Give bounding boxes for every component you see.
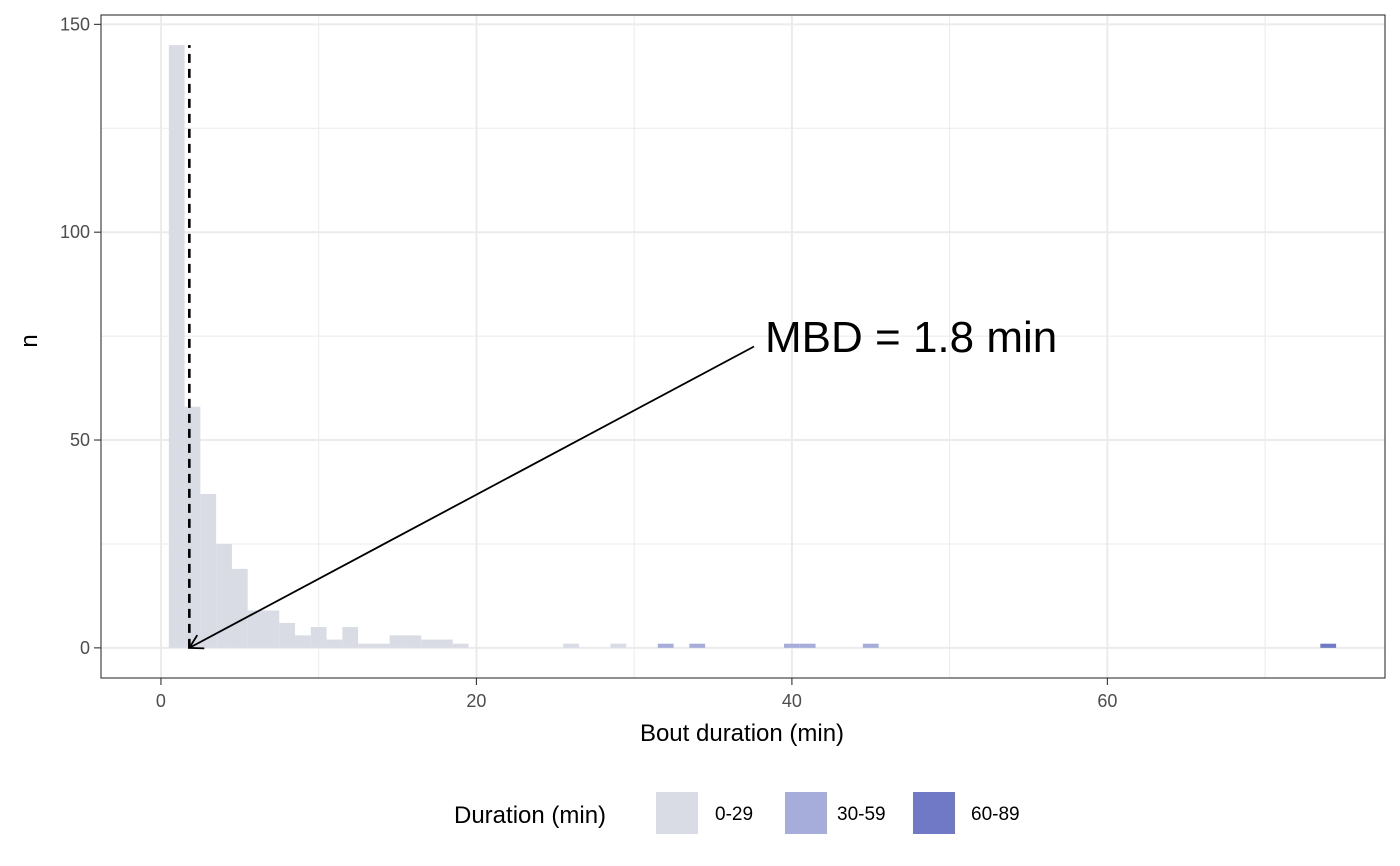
panel-border [100,14,1386,679]
x-tick-label: 20 [466,691,486,711]
legend-label-30-59: 30-59 [837,804,886,825]
x-tick-label: 60 [1097,691,1117,711]
legend-key-30-59 [785,792,827,834]
histogram-bar [657,643,674,648]
histogram-bar [862,643,879,648]
legend-label-0-29: 0-29 [715,804,753,825]
x-tick-label: 40 [782,691,802,711]
histogram-bar [342,627,359,648]
histogram-bar [389,635,406,648]
histogram-bar [295,635,311,648]
histogram-bar [247,610,264,648]
histogram-bar [452,643,469,648]
annotation-arrow-line [188,345,755,649]
y-axis: 0 50 100 150 [60,14,101,658]
legend-label-60-89: 60-89 [971,804,1020,825]
histogram-bar [1320,643,1337,648]
y-axis-title: n [16,334,43,347]
histogram-bar [216,543,232,648]
histogram-bar [784,643,800,648]
histogram-bar [263,610,280,648]
histogram-bar [436,639,453,648]
legend-title: Duration (min) [454,802,606,829]
histogram-bar [168,45,185,648]
histogram-bar [563,643,579,648]
x-axis: 0 20 40 60 [156,678,1117,711]
legend: Duration (min) 0-29 30-59 60-89 [454,792,1020,834]
histogram-bar [405,635,422,648]
histogram-bar [310,627,327,648]
histogram-bar [373,643,390,648]
histogram-bar [689,643,706,648]
annotation-label: MBD = 1.8 min [765,313,1057,362]
histogram-bar [231,568,248,648]
annotation-arrow-head [187,634,205,650]
y-tick-label: 150 [60,14,90,34]
y-tick-label: 0 [80,638,90,658]
histogram-bar [279,622,296,648]
grid-lines [101,15,1385,678]
x-axis-title: Bout duration (min) [640,720,844,747]
y-tick-label: 50 [70,430,90,450]
histogram-bar [184,406,201,648]
x-tick-label: 0 [156,691,166,711]
histogram-bar [200,494,217,648]
histogram-bar [358,643,374,648]
legend-key-0-29 [656,792,698,834]
histogram-bar [421,639,437,648]
legend-key-60-89 [913,792,955,834]
annotation-group: MBD = 1.8 min [187,313,1057,650]
histogram-bar [610,643,627,648]
y-tick-label: 100 [60,222,90,242]
histogram-bar [799,643,816,648]
histogram-bar [326,639,343,648]
